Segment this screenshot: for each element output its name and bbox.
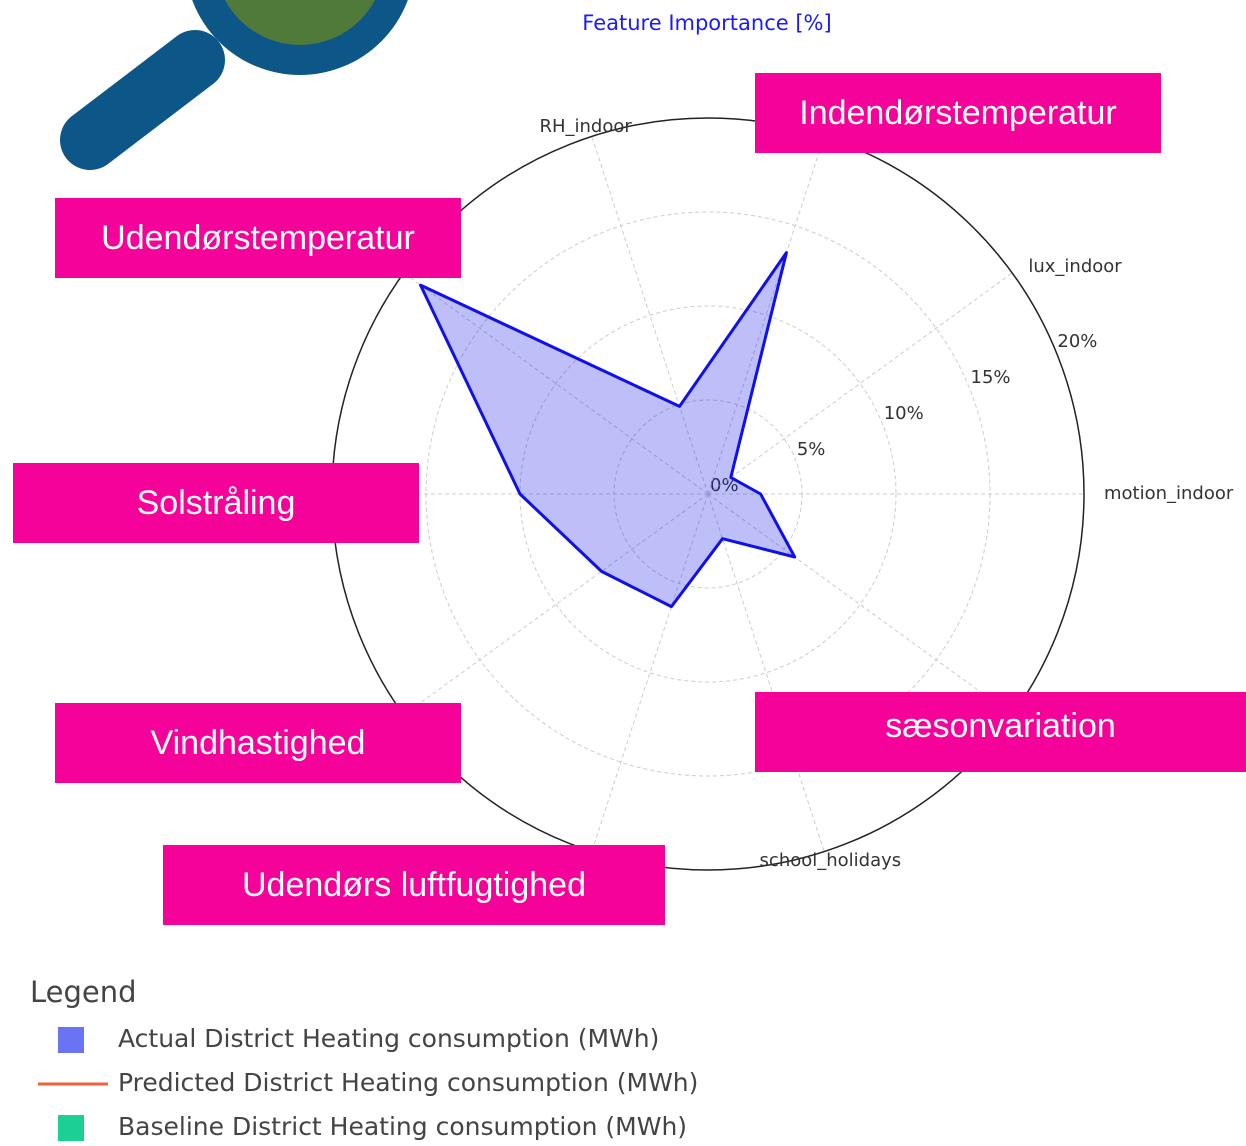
legend-swatch <box>58 1027 84 1053</box>
legend-swatch <box>58 1115 84 1141</box>
category-label: school_holidays <box>760 850 902 871</box>
category-label: RH_indoor <box>539 116 632 137</box>
legend-label: Baseline District Heating consumption (M… <box>118 1112 687 1141</box>
annotation-text: Indendørstemperatur <box>799 94 1117 132</box>
annotation-text: Solstråling <box>137 484 296 522</box>
r-tick-label: 5% <box>797 439 826 460</box>
legend-label: Actual District Heating consumption (MWh… <box>118 1024 659 1053</box>
legend: Legend Actual District Heating consumptio… <box>30 975 698 1141</box>
r-tick-label: 15% <box>971 367 1011 388</box>
annotation-text: Vindhastighed <box>151 724 366 762</box>
category-label: motion_indoor <box>1104 483 1234 504</box>
legend-label: Predicted District Heating consumption (… <box>118 1068 698 1097</box>
radar-area <box>421 253 795 607</box>
legend-title: Legend <box>30 975 137 1009</box>
annotation-text: sæsonvariation <box>885 707 1116 745</box>
annotation-text: Udendørstemperatur <box>101 219 415 257</box>
chart-title: Feature Importance [%] <box>582 11 831 35</box>
annotation-text: Udendørs luftfugtighed <box>242 866 586 904</box>
chart: Feature Importance [%] 0%5%10%15%20%moti… <box>0 0 1246 1146</box>
r-tick-label: 20% <box>1057 331 1097 352</box>
r-tick-label: 10% <box>884 403 924 424</box>
magnifier-icon <box>90 0 400 140</box>
category-label: lux_indoor <box>1028 256 1122 277</box>
